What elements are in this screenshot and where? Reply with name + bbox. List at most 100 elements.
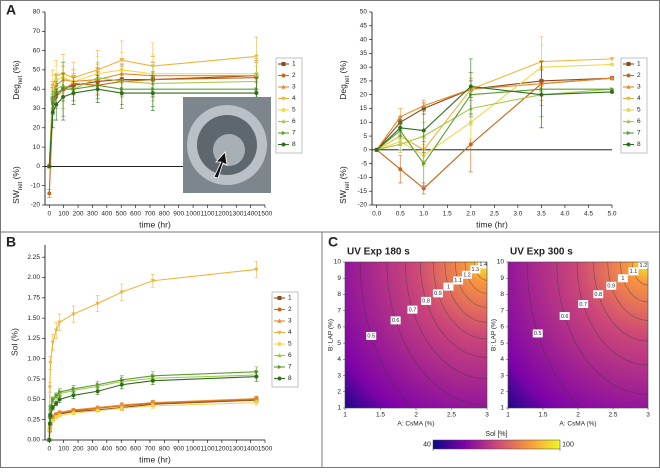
x-axis-label: A: CsMA (%) bbox=[559, 421, 596, 428]
contour-label-box bbox=[606, 281, 617, 290]
legend-label: 1 bbox=[637, 61, 641, 68]
data-point bbox=[254, 91, 259, 96]
data-point bbox=[539, 92, 544, 97]
data-point bbox=[422, 161, 427, 166]
x-tick-label: 1.5 bbox=[443, 211, 452, 218]
y-tick-label: -10 bbox=[31, 182, 41, 189]
data-point bbox=[54, 401, 59, 406]
contour-label: 0.7 bbox=[409, 307, 417, 313]
x-tick-label: 200 bbox=[73, 446, 84, 453]
y-tick-label: 10 bbox=[33, 144, 41, 151]
x-tick-label: 1200 bbox=[215, 211, 230, 218]
legend-marker bbox=[626, 142, 631, 147]
y-tick-label: 10 bbox=[334, 259, 342, 266]
y-tick-label: 10 bbox=[360, 119, 368, 126]
y-tick-label: 20 bbox=[360, 91, 368, 98]
legend-box bbox=[620, 57, 648, 154]
y-tick-label: 30 bbox=[33, 105, 41, 112]
y-tick-label: 20 bbox=[33, 125, 41, 132]
x-tick-label: 800 bbox=[159, 211, 170, 218]
data-point bbox=[609, 89, 615, 95]
legend-marker bbox=[281, 96, 286, 102]
contour-label: 0.9 bbox=[434, 291, 442, 297]
y-tick-label: 50 bbox=[33, 67, 41, 74]
y-tick-label: 1.25 bbox=[27, 335, 40, 342]
legend-label: 2 bbox=[292, 72, 296, 79]
contour-label: 1.1 bbox=[630, 269, 638, 275]
legend-box bbox=[275, 57, 303, 154]
contour-line bbox=[405, 262, 487, 380]
y-axis-label: SWnet (%) bbox=[11, 166, 23, 204]
contour-label: 0.6 bbox=[561, 314, 569, 320]
x-tick-label: 100 bbox=[58, 211, 69, 218]
contour-label: 0.5 bbox=[367, 334, 375, 340]
y-tick-label: 4 bbox=[500, 356, 504, 363]
y-tick-label: 2.25 bbox=[27, 254, 40, 261]
legend-label: 1 bbox=[288, 295, 292, 302]
data-point bbox=[95, 301, 100, 307]
legend-label: 8 bbox=[288, 375, 292, 382]
panel-label: B bbox=[6, 234, 16, 250]
y-tick-label: 1 bbox=[337, 405, 341, 412]
data-point bbox=[95, 87, 100, 92]
data-point bbox=[468, 142, 473, 147]
contour-label: 0.9 bbox=[607, 284, 615, 290]
data-point bbox=[57, 413, 62, 418]
label-part: net bbox=[345, 75, 351, 84]
data-point bbox=[609, 75, 615, 80]
x-tick-label: 1400 bbox=[243, 446, 258, 453]
data-point bbox=[468, 84, 473, 89]
contour-label: 1.3 bbox=[472, 267, 480, 273]
legend-marker bbox=[277, 352, 282, 358]
x-tick-label: 1300 bbox=[229, 446, 244, 453]
y-axis-label: B: LAP (%) bbox=[328, 319, 335, 351]
y-tick-label: 40 bbox=[360, 36, 368, 43]
data-point bbox=[95, 408, 100, 413]
x-tick-label: 400 bbox=[101, 446, 112, 453]
y-tick-label: 3 bbox=[500, 372, 504, 379]
legend-label: 6 bbox=[292, 118, 296, 125]
y-tick-label: 30 bbox=[360, 64, 368, 71]
data-point bbox=[95, 389, 100, 394]
x-tick-label: 1100 bbox=[200, 211, 214, 218]
y-tick-label: 6 bbox=[337, 324, 341, 331]
legend-marker bbox=[277, 364, 283, 370]
contour-label: 0.6 bbox=[392, 318, 400, 324]
data-point bbox=[50, 418, 55, 423]
data-point bbox=[398, 141, 403, 147]
colorbar-tick-label: 40 bbox=[423, 441, 431, 448]
contour-label: 1 bbox=[621, 276, 624, 282]
y-tick-label: 80 bbox=[33, 9, 41, 16]
x-tick-label: 1 bbox=[506, 412, 510, 419]
x-tick-label: 700 bbox=[145, 211, 156, 218]
x-tick-label: 700 bbox=[145, 446, 156, 453]
y-tick-label: 2.00 bbox=[27, 274, 40, 281]
legend-label: 3 bbox=[288, 318, 292, 325]
contour-label-box bbox=[443, 282, 454, 291]
contour-line bbox=[631, 262, 648, 286]
chart-title: UV Exp 180 s bbox=[347, 247, 410, 258]
legend-marker bbox=[277, 376, 282, 381]
data-point bbox=[54, 328, 59, 333]
legend-label: 4 bbox=[292, 95, 296, 102]
contour-line bbox=[359, 262, 413, 408]
y-tick-label: 40 bbox=[33, 86, 41, 93]
x-tick-label: 5.0 bbox=[607, 211, 616, 218]
x-tick-label: 2.5 bbox=[447, 412, 456, 419]
data-point bbox=[150, 378, 155, 383]
legend-label: 4 bbox=[637, 95, 641, 102]
x-tick-label: 1 bbox=[343, 412, 347, 419]
data-point bbox=[71, 91, 76, 96]
data-point bbox=[47, 437, 52, 443]
data-point bbox=[119, 382, 124, 387]
contour-line bbox=[444, 262, 487, 323]
y-tick-label: -5 bbox=[361, 160, 367, 167]
contour-label-box bbox=[578, 300, 589, 309]
x-tick-label: 200 bbox=[73, 211, 84, 218]
label-part: net bbox=[18, 181, 24, 190]
data-point bbox=[48, 361, 53, 366]
legend-label: 3 bbox=[292, 84, 296, 91]
